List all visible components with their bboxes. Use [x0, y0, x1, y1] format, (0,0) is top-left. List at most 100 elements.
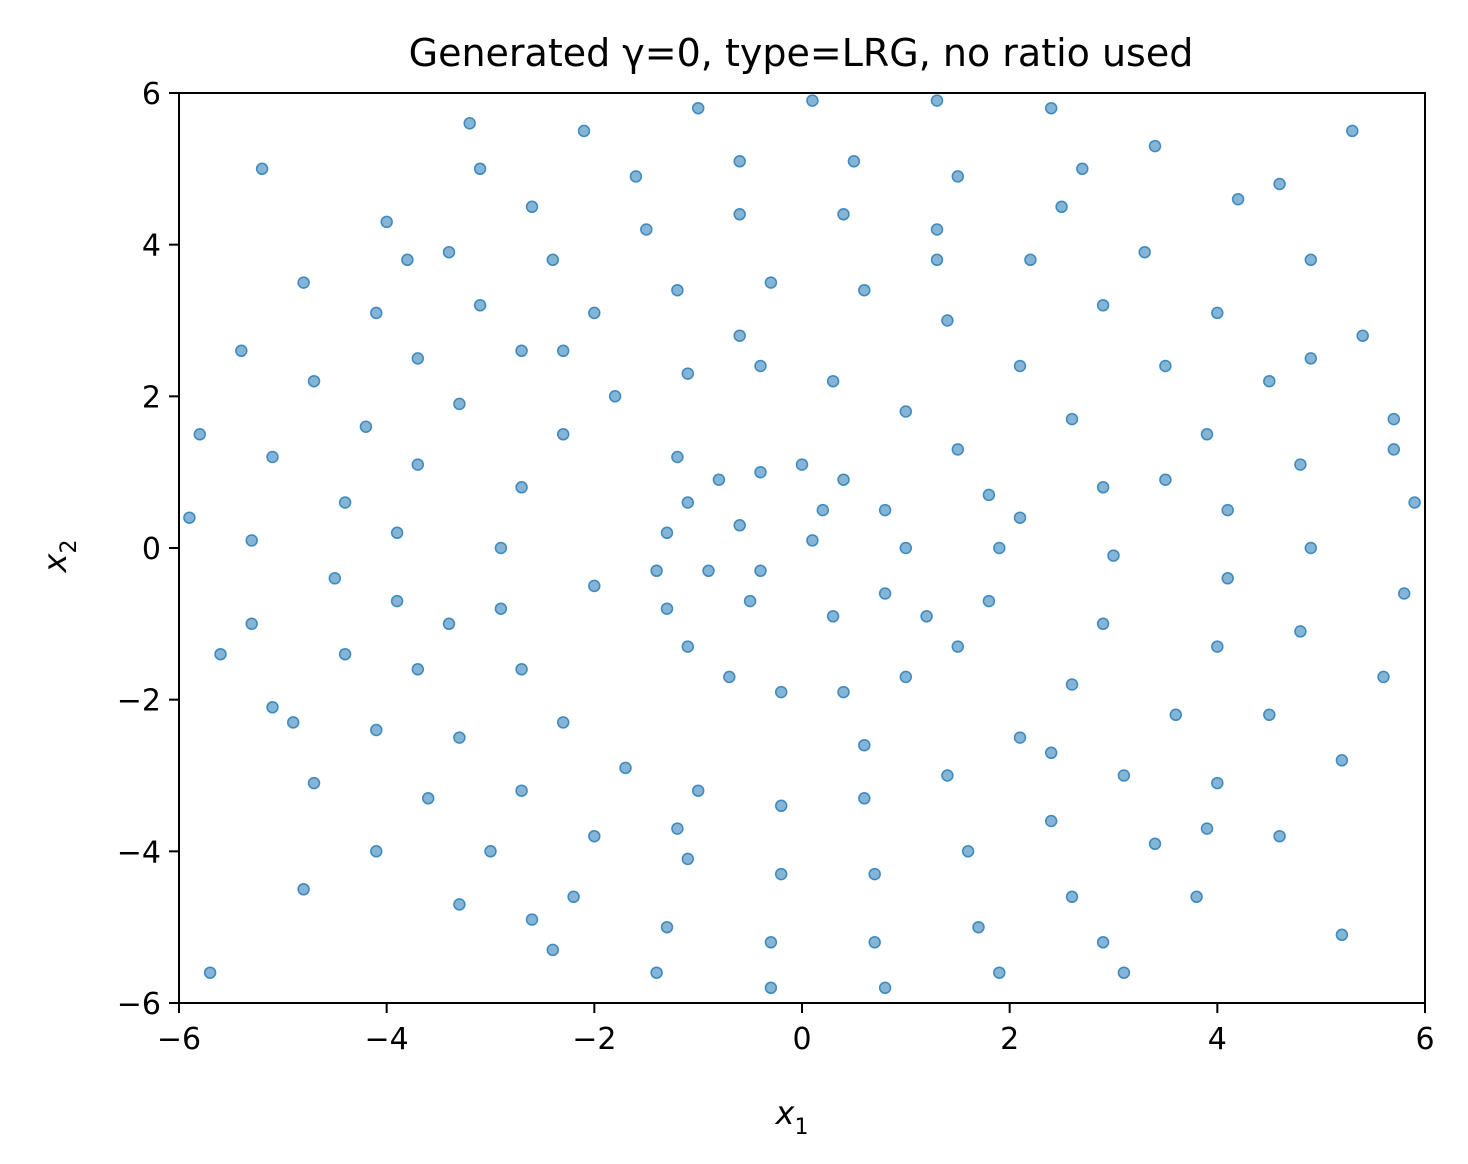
data-point: [899, 670, 913, 684]
data-point: [515, 663, 528, 676]
data-point: [754, 465, 767, 479]
data-point: [764, 276, 778, 289]
x-tick-label: 2: [1000, 1022, 1019, 1057]
data-point: [338, 647, 352, 661]
x-axis-label-sub: 1: [794, 1115, 808, 1140]
data-point: [930, 223, 944, 236]
data-point: [1044, 101, 1058, 115]
data-point: [660, 920, 674, 934]
data-point: [1117, 769, 1131, 782]
data-point: [858, 283, 871, 297]
data-point: [1096, 481, 1110, 494]
data-point: [1138, 245, 1151, 259]
data-point: [1065, 412, 1079, 426]
data-point: [764, 981, 778, 995]
data-point: [556, 716, 570, 729]
data-point: [961, 845, 975, 858]
data-point: [588, 306, 601, 320]
data-point: [712, 473, 726, 486]
data-point: [681, 367, 695, 380]
data-point: [235, 344, 248, 358]
data-point: [297, 276, 310, 289]
y-tick-label: 0: [142, 532, 161, 567]
data-point: [847, 155, 861, 168]
data-point: [359, 420, 373, 433]
data-point: [1263, 374, 1276, 388]
y-tick-label: 2: [142, 380, 161, 415]
data-point: [837, 473, 850, 486]
data-point: [899, 541, 913, 555]
data-point: [619, 761, 632, 775]
data-point: [858, 738, 871, 752]
data-point: [837, 208, 850, 221]
data-point: [816, 503, 830, 517]
data-point: [1346, 124, 1359, 138]
data-point: [370, 723, 383, 737]
data-point: [774, 685, 788, 699]
data-point: [723, 670, 736, 684]
scatter-points: [183, 94, 1421, 995]
x-axis-label: x1: [775, 1094, 809, 1140]
data-point: [899, 405, 913, 418]
data-point: [868, 936, 881, 949]
data-point: [390, 594, 404, 608]
data-point: [307, 374, 321, 388]
data-point: [868, 867, 881, 881]
data-point: [733, 519, 746, 532]
data-point: [453, 397, 466, 411]
data-point: [681, 496, 695, 509]
data-point: [203, 966, 217, 979]
data-point: [951, 170, 965, 183]
x-tick-label: −6: [157, 1022, 201, 1057]
data-point: [1294, 458, 1307, 471]
data-point: [411, 663, 425, 676]
data-point: [930, 94, 944, 107]
x-tick-label: 0: [792, 1022, 811, 1057]
data-point: [1044, 814, 1058, 828]
data-point: [266, 701, 279, 714]
data-point: [255, 162, 269, 176]
data-point: [1387, 443, 1401, 456]
y-tick-label: −6: [117, 987, 161, 1022]
data-point: [1397, 587, 1411, 600]
data-point: [411, 352, 425, 365]
data-point: [421, 792, 435, 805]
y-axis-label: x2: [36, 540, 82, 574]
data-point: [1055, 200, 1068, 214]
data-point: [183, 511, 196, 524]
data-point: [1221, 503, 1234, 517]
data-point: [1221, 572, 1234, 585]
data-point: [671, 450, 684, 464]
data-point: [546, 943, 560, 957]
data-point: [515, 481, 528, 494]
data-point: [878, 587, 892, 600]
data-point: [691, 101, 705, 115]
data-point: [546, 253, 560, 267]
data-point: [951, 443, 965, 456]
chart-title: Generated γ=0, type=LRG, no ratio used: [409, 31, 1194, 75]
data-point: [1387, 412, 1401, 426]
data-point: [453, 731, 466, 744]
data-point: [245, 617, 258, 631]
data-point: [297, 883, 310, 896]
data-point: [1273, 829, 1286, 843]
y-axis-ticks: −6 −4 −2 0 2 4 6: [117, 77, 179, 1022]
data-point: [494, 602, 508, 615]
data-point: [951, 640, 965, 653]
data-point: [380, 215, 393, 229]
data-point: [307, 776, 321, 790]
data-point: [972, 920, 985, 934]
x-axis-ticks: −6 −4 −2 0 2 4 6: [157, 1003, 1435, 1057]
data-point: [1335, 928, 1349, 942]
data-point: [473, 162, 487, 176]
data-point: [1304, 541, 1318, 555]
data-point: [577, 124, 591, 138]
y-tick-label: −4: [117, 835, 161, 870]
data-point: [328, 572, 342, 585]
data-point: [556, 428, 570, 441]
data-point: [1335, 754, 1349, 767]
data-point: [1294, 625, 1307, 638]
data-point: [608, 390, 622, 403]
data-point: [245, 534, 258, 547]
